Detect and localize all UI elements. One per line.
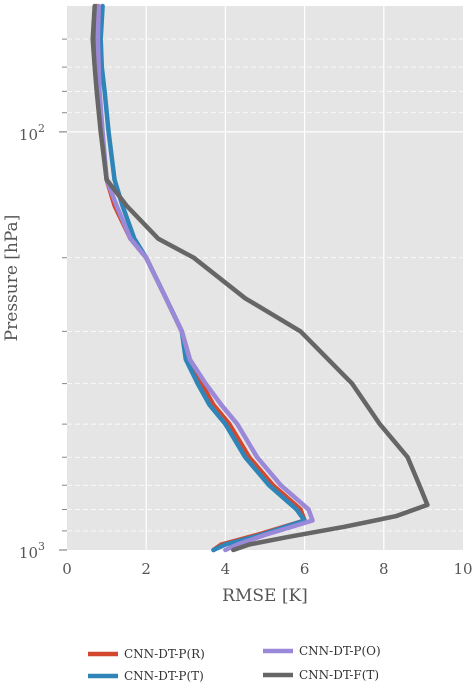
plot-background	[67, 6, 463, 550]
legend-label: CNN-DT-P(T)	[124, 669, 204, 683]
x-tick-label: 0	[62, 560, 72, 578]
y-tick-labels: 102 103	[19, 122, 67, 562]
x-tick-label: 10	[453, 560, 472, 578]
legend-label: CNN-DT-P(R)	[124, 647, 205, 661]
series-line-4	[90, 3, 430, 553]
x-tick-label: 2	[141, 560, 151, 578]
series-lines	[90, 3, 430, 553]
x-tick-label: 4	[221, 560, 231, 578]
grid-lines	[62, 6, 463, 550]
x-tick-label: 8	[379, 560, 389, 578]
x-axis-label: RMSE [K]	[222, 586, 308, 606]
x-tick-labels: 0 2 4 6 8 10	[62, 560, 472, 578]
x-tick-label: 6	[300, 560, 310, 578]
y-axis-label: Pressure [hPa]	[2, 215, 22, 342]
series-line-3	[95, 3, 315, 553]
legend-label: CNN-DT-F(T)	[299, 668, 379, 682]
y-tick-label: 102	[19, 122, 45, 144]
legend: CNN-DT-P(R) CNN-DT-P(T) CNN-DT-P(O) CNN-DT-…	[88, 644, 381, 683]
legend-label: CNN-DT-P(O)	[299, 644, 381, 658]
y-tick-label: 103	[19, 540, 45, 562]
